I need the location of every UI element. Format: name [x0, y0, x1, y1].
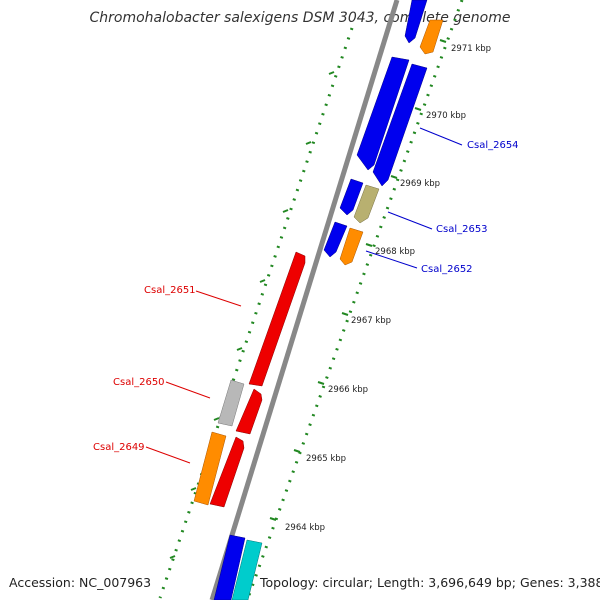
gene-feature-orange-top[interactable] [419, 19, 444, 55]
gene-label-csal-2654[interactable]: Csal_2654 [467, 140, 519, 151]
tick-mark [213, 417, 220, 421]
tick-mark [293, 449, 301, 453]
topology-label: Topology: [260, 575, 319, 590]
tick-mark [328, 71, 335, 75]
tick-mark [341, 312, 349, 316]
scale-ticks [169, 39, 447, 559]
tick-label-2970: 2970 kbp [426, 111, 466, 121]
tick-mark [317, 381, 325, 385]
tick-label-2965: 2965 kbp [306, 454, 346, 464]
accession-info: Accession: NC_007963 [9, 575, 151, 590]
tick-mark [365, 243, 373, 247]
tick-mark [269, 517, 277, 521]
tick-label-2967: 2967 kbp [351, 316, 391, 326]
accession-label: Accession: [9, 575, 76, 590]
leader-csal-2649 [145, 446, 191, 464]
tick-mark [259, 279, 266, 283]
gene-label-csal-2651[interactable]: Csal_2651 [144, 285, 196, 296]
leader-csal-2651 [195, 290, 242, 307]
tick-mark [169, 555, 176, 559]
gene-feature-csal-2654-a[interactable] [356, 56, 410, 171]
leader-csal-2650 [165, 381, 211, 399]
dotted-tracks [158, 0, 464, 599]
leader-csal-2653 [387, 211, 433, 230]
gene-feature-cyan-bottom[interactable] [231, 539, 263, 600]
tick-label-2971: 2971 kbp [451, 44, 491, 54]
separator: ; [511, 575, 516, 590]
tick-label-2968: 2968 kbp [375, 247, 415, 257]
genes-value: 3,388 [567, 575, 600, 590]
tick-label-2964: 2964 kbp [285, 523, 325, 533]
length-label: Length: [376, 575, 425, 590]
outer-dotted-track [158, 27, 354, 599]
accession-value: NC_007963 [79, 575, 152, 590]
forward-strand-features [213, 0, 444, 600]
gene-feature-csal-2649[interactable] [193, 431, 227, 506]
gene-labels: Csal_2654 Csal_2653 Csal_2652 Csal_2651 … [93, 140, 519, 453]
tick-mark [414, 107, 422, 111]
reverse-strand-features [193, 251, 306, 508]
leader-csal-2654 [419, 127, 463, 146]
tick-mark [236, 347, 243, 351]
scale-tick-labels: 2971 kbp 2970 kbp 2969 kbp 2968 kbp 2967… [285, 44, 491, 533]
gene-feature-blue-top[interactable] [404, 0, 428, 44]
topology-value: circular [322, 575, 369, 590]
gene-feature-csal-2650-gray[interactable] [217, 379, 245, 427]
separator: ; [368, 575, 373, 590]
gene-feature-csal-2650[interactable] [235, 388, 263, 435]
gene-label-csal-2649[interactable]: Csal_2649 [93, 442, 145, 453]
gene-feature-csal-2652[interactable] [339, 227, 364, 266]
gene-feature-csal-2654-b[interactable] [372, 63, 428, 187]
tick-mark [282, 209, 289, 213]
tick-label-2969: 2969 kbp [400, 179, 440, 189]
gene-feature-csal-2651[interactable] [248, 251, 306, 387]
genome-backbone [209, 0, 400, 600]
leader-csal-2652 [365, 250, 418, 269]
gene-label-csal-2652[interactable]: Csal_2652 [421, 264, 473, 275]
tick-mark [439, 39, 447, 43]
tick-label-2966: 2966 kbp [328, 385, 368, 395]
gene-feature-blue-lower[interactable] [323, 221, 348, 258]
genome-summary: Topology: circular; Length: 3,696,649 bp… [260, 575, 600, 590]
genes-label: Genes: [519, 575, 564, 590]
tick-mark [390, 175, 398, 179]
map-title: Chromohalobacter salexigens DSM 3043, co… [89, 10, 511, 26]
gene-label-csal-2650[interactable]: Csal_2650 [113, 377, 165, 388]
gene-feature-blue-mid[interactable] [339, 178, 364, 216]
gene-feature-csal-2653[interactable] [353, 184, 380, 224]
gene-feature-red-lower[interactable] [209, 436, 245, 508]
tick-mark [305, 141, 312, 145]
gene-feature-blue-bottom[interactable] [213, 534, 246, 600]
gene-label-csal-2653[interactable]: Csal_2653 [436, 224, 488, 235]
label-leaders [145, 127, 463, 464]
length-value: 3,696,649 bp [428, 575, 512, 590]
tick-mark [190, 487, 197, 491]
